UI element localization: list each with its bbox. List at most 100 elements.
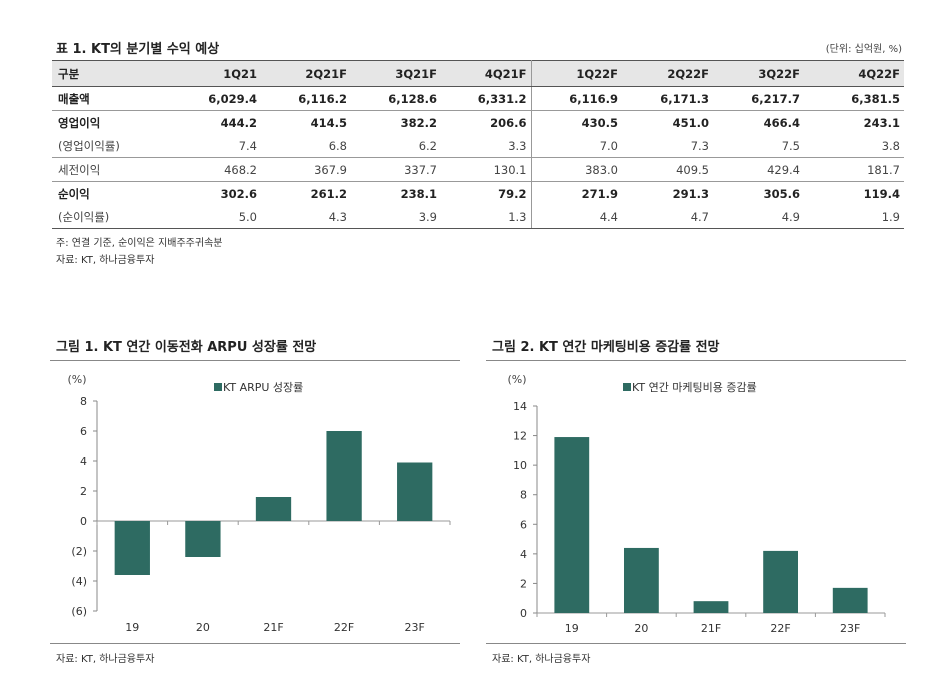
chart2-source: 자료: KT, 하나금융투자 (492, 654, 591, 665)
table-row: 영업이익 444.2 414.5 382.2 206.6 430.5 451.0 466.4 2… (52, 110, 904, 134)
bar-22F (763, 550, 798, 613)
y-tick-label: 6 (520, 518, 527, 531)
table-source: 자료: KT, 하나금융투자 (56, 255, 155, 266)
legend-label: KT 연간 마케팅비용 증감률 (632, 381, 757, 394)
cell: 7.4 (238, 138, 257, 153)
cell: 5.0 (175, 205, 261, 229)
cell: 466.4 (713, 110, 804, 134)
bar-21F (693, 601, 729, 613)
x-tick-label: 21F (701, 622, 721, 635)
cell: 1.3 (441, 205, 532, 229)
chart1-source: 자료: KT, 하나금융투자 (56, 654, 155, 665)
cell: 6,128.6 (388, 91, 437, 106)
cell: 206.6 (441, 110, 532, 134)
cell: 181.7 (804, 157, 904, 182)
y-tick-label: (6) (71, 605, 87, 618)
cell: 6,331.2 (441, 86, 532, 111)
cell: 130.1 (441, 157, 532, 182)
row-label: (순이익률) (52, 205, 175, 229)
cell: 4.9 (713, 205, 804, 229)
x-tick-label: 19 (125, 621, 139, 634)
cell: 430.5 (531, 110, 622, 134)
y-tick-label: 0 (520, 607, 527, 620)
cell: 302.6 (175, 181, 261, 205)
x-tick-label: 21F (263, 621, 283, 634)
table-title: 표 1. KT의 분기별 수익 예상 (56, 42, 220, 57)
bar-21F (255, 497, 292, 521)
y-tick-label: 4 (80, 455, 87, 468)
x-tick-label: 19 (565, 622, 579, 635)
y-tick-label: 8 (80, 395, 87, 408)
cell: 3.9 (351, 205, 441, 229)
x-tick-label: 22F (334, 621, 354, 634)
bar-19 (554, 437, 590, 613)
cell: 3Q22F (713, 60, 804, 87)
cell: 3.3 (441, 134, 532, 158)
bar-23F (832, 587, 868, 613)
y-tick-label: 6 (80, 425, 87, 438)
cell: 2Q22F (622, 60, 713, 87)
table-unit: (단위: 십억원, %) (825, 44, 902, 55)
table-row: 세전이익 468.2 367.9 337.7 130.1 383.0 409.5 429.4 1… (52, 157, 904, 182)
cell: 4Q22F (804, 60, 904, 87)
cell: 414.5 (261, 110, 351, 134)
cell: 4.7 (622, 205, 713, 229)
table-row: 매출액 6,029.4 6,116.2 6,128.6 6,331.2 6,116.9 6,… (52, 86, 904, 111)
table-row: (순이익률) 5.0 4.3 3.9 1.3 4.4 4.7 4.9 1.9 (52, 205, 904, 229)
cell: 291.3 (622, 181, 713, 205)
y-tick-label: 0 (80, 515, 87, 528)
y-tick-label: 2 (520, 577, 527, 590)
cell: 79.2 (441, 181, 532, 205)
cell: 6,381.5 (851, 91, 900, 106)
bar-20 (185, 521, 221, 557)
x-tick-label: 20 (634, 622, 648, 635)
bar-19 (114, 521, 150, 575)
cell: 6,171.3 (660, 91, 709, 106)
y-tick-label: 2 (80, 485, 87, 498)
cell: 7.3 (690, 138, 709, 153)
y-tick-label: 4 (520, 548, 527, 561)
cell: 238.1 (351, 181, 441, 205)
row-label: 순이익 (52, 181, 175, 205)
cell: 1Q21 (175, 60, 261, 87)
cell: 429.4 (713, 157, 804, 182)
earnings-table: 구분 1Q21 2Q21F 3Q21F 4Q21F 1Q22F 2Q22F 3Q22F 4Q22… (52, 60, 904, 229)
cell: 409.5 (622, 157, 713, 182)
cell: 367.9 (261, 157, 351, 182)
table-row: (영업이익률) 7.4 6.8 6.2 3.3 7.0 7.3 7.5 3.8 (52, 134, 904, 158)
x-tick-label: 20 (196, 621, 210, 634)
cell: 1.9 (804, 205, 904, 229)
y-tick-label: 14 (513, 400, 527, 413)
cell: 4.3 (261, 205, 351, 229)
cell: 271.9 (531, 181, 622, 205)
cell: 451.0 (622, 110, 713, 134)
cell: 7.5 (781, 138, 800, 153)
cell: 3.8 (881, 138, 900, 153)
row-label: 세전이익 (52, 157, 175, 182)
cell: 3Q21F (351, 60, 441, 87)
row-label: 영업이익 (52, 110, 175, 134)
legend-swatch (214, 383, 222, 391)
cell: 261.2 (261, 181, 351, 205)
cell: 6,116.9 (569, 91, 618, 106)
chart1-title: 그림 1. KT 연간 이동전화 ARPU 성장률 전망 (56, 340, 317, 355)
x-tick-label: 23F (840, 622, 860, 635)
cell: 4Q21F (441, 60, 532, 87)
cell: 337.7 (351, 157, 441, 182)
chart2-title: 그림 2. KT 연간 마케팅비용 증감률 전망 (492, 340, 720, 355)
cell: 119.4 (804, 181, 904, 205)
cell: 383.0 (531, 157, 622, 182)
legend-swatch (623, 383, 631, 391)
row-label: (영업이익률) (58, 138, 120, 153)
row-label: 구분 (52, 60, 175, 87)
table-row: 순이익 302.6 261.2 238.1 79.2 271.9 291.3 305.6 119… (52, 181, 904, 205)
y-tick-label: (4) (71, 575, 87, 588)
y-axis-label: (%) (67, 373, 86, 386)
cell: 243.1 (804, 110, 904, 134)
bar-22F (326, 431, 362, 521)
cell: 6,029.4 (208, 91, 257, 106)
cell: 6,116.2 (298, 91, 347, 106)
cell: 6,217.7 (751, 91, 800, 106)
